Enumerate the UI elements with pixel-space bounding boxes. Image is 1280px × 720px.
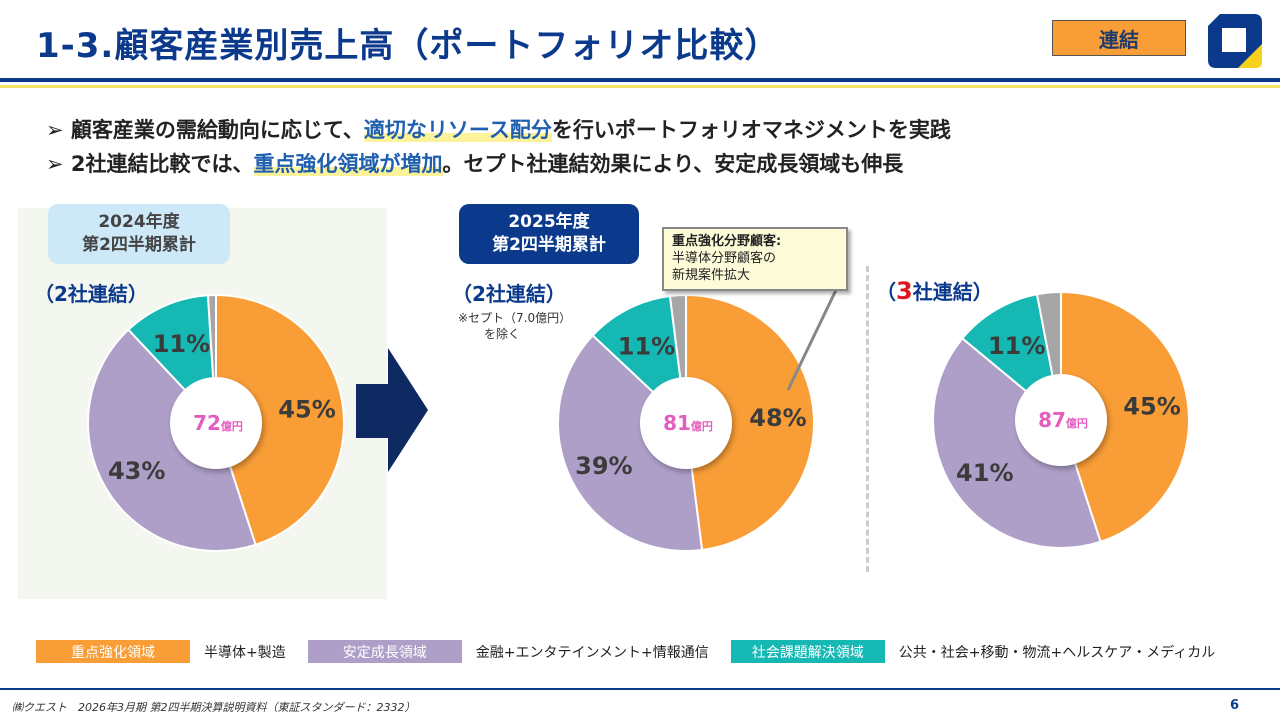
- bullet-text: を行いポートフォリオマネジメントを実践: [551, 118, 951, 142]
- callout-heading: 重点強化分野顧客:: [672, 234, 782, 249]
- pie-center-total: 81億円: [663, 411, 713, 435]
- callout-line: 新規案件拡大: [672, 268, 751, 283]
- period-year: 2024年度: [98, 212, 180, 232]
- pie-center-circle: [170, 377, 262, 469]
- scope-text: 社連結）: [912, 280, 993, 304]
- pie-center-total: 87億円: [1038, 408, 1088, 432]
- pie-slice-stable: [87, 328, 257, 552]
- period-quarter: 第2四半期累計: [82, 235, 196, 255]
- pie-slice-focus: [215, 293, 345, 546]
- sept-exclusion-note: ※セプト（7.0億円） を除く: [458, 310, 571, 342]
- pie-label-social: 11%: [988, 332, 1045, 360]
- pie-chart-fy2025-2co: 48% 39% 11% 81億円: [557, 293, 815, 552]
- bullet-marker-icon: ➢: [46, 152, 64, 176]
- page-title: 1-3.顧客産業別売上高（ポートフォリオ比較）: [36, 26, 780, 66]
- fy2025-3co-scope-label: （3社連結）: [876, 276, 993, 305]
- pie-center-total: 72億円: [193, 411, 243, 435]
- pie-slice-focus: [1060, 290, 1190, 543]
- pie-label-focus: 45%: [278, 396, 335, 424]
- pie-chart-fy2024: 45% 43% 11% 72億円: [87, 293, 345, 552]
- pie-center-circle: [1015, 374, 1107, 466]
- bullet-text: 。セプト社連結効果により、安定成長領域も伸長: [442, 152, 904, 176]
- footer-rule: [0, 688, 1280, 690]
- bullet-text: 顧客産業の需給動向に応じて、: [70, 118, 364, 142]
- pie-slice-stable: [932, 337, 1102, 549]
- legend-desc-focus: 半導体+製造: [204, 644, 286, 661]
- consolidated-badge: 連結: [1052, 20, 1186, 56]
- legend-swatch-social: 社会課題解決領域: [730, 640, 885, 663]
- bullet-highlight: 適切なリソース配分: [363, 118, 552, 142]
- pie-center-circle: [640, 377, 732, 469]
- callout-leader-line: [786, 289, 838, 391]
- fy2024-scope-label: （2社連結）: [34, 282, 148, 306]
- note-line: を除く: [484, 327, 521, 341]
- pie-label-stable: 39%: [575, 452, 632, 480]
- legend-desc-stable: 金融+エンタテインメント+情報通信: [475, 644, 709, 661]
- bullet-2: ➢ 2社連結比較では、重点強化領域が増加。セプト社連結効果により、安定成長領域も…: [46, 147, 951, 181]
- dashed-divider: [866, 266, 869, 572]
- scope-company-count: 3: [896, 277, 913, 305]
- bullet-marker-icon: ➢: [46, 118, 64, 142]
- header-rule-yellow: [0, 85, 1280, 88]
- pie-label-focus: 48%: [749, 404, 806, 432]
- pie-slice-focus: [685, 293, 815, 552]
- footer-text: ㈱クエスト 2026年3月期 第2四半期決算説明資料（東証スタンダード：2332…: [12, 701, 416, 714]
- bullet-highlight: 重点強化領域が増加: [253, 152, 443, 176]
- quest-logo-icon: [1208, 14, 1262, 68]
- legend-desc-social: 公共・社会+移動・物流+ヘルスケア・メディカル: [898, 644, 1216, 661]
- bullet-text: 2社連結比較では、: [70, 152, 254, 176]
- bullet-1: ➢ 顧客産業の需給動向に応じて、適切なリソース配分を行いポートフォリオマネジメン…: [46, 113, 951, 147]
- legend-swatch-stable: 安定成長領域: [307, 640, 462, 663]
- pie-slice-stable: [557, 333, 704, 552]
- fy2025-scope-label: （2社連結）: [452, 282, 566, 306]
- pie-label-stable: 43%: [108, 457, 165, 485]
- fy2025-period-tag: 2025年度 第2四半期累計: [459, 204, 639, 264]
- callout-line: 半導体分野顧客の: [672, 251, 777, 266]
- focus-area-callout: 重点強化分野顧客: 半導体分野顧客の 新規案件拡大: [662, 227, 848, 291]
- header-rule-navy: [0, 78, 1280, 82]
- pie-label-stable: 41%: [956, 459, 1013, 487]
- summary-bullets: ➢ 顧客産業の需給動向に応じて、適切なリソース配分を行いポートフォリオマネジメン…: [46, 113, 951, 181]
- legend-swatch-focus: 重点強化領域: [36, 640, 190, 663]
- scope-paren: （: [876, 280, 896, 304]
- arrow-right-icon: [356, 348, 428, 472]
- fy2024-period-tag: 2024年度 第2四半期累計: [48, 204, 230, 264]
- period-year: 2025年度: [508, 212, 590, 232]
- legend: 重点強化領域 半導体+製造 安定成長領域 金融+エンタテインメント+情報通信 社…: [36, 640, 1237, 663]
- period-quarter: 第2四半期累計: [492, 235, 606, 255]
- pie-chart-fy2025-3co: 45% 41% 11% 87億円: [932, 290, 1190, 549]
- note-line: ※セプト（7.0億円）: [458, 311, 572, 325]
- pie-label-focus: 45%: [1123, 393, 1180, 421]
- page-number: 6: [1230, 698, 1240, 713]
- pie-label-social: 11%: [153, 330, 210, 358]
- pie-label-social: 11%: [618, 332, 675, 360]
